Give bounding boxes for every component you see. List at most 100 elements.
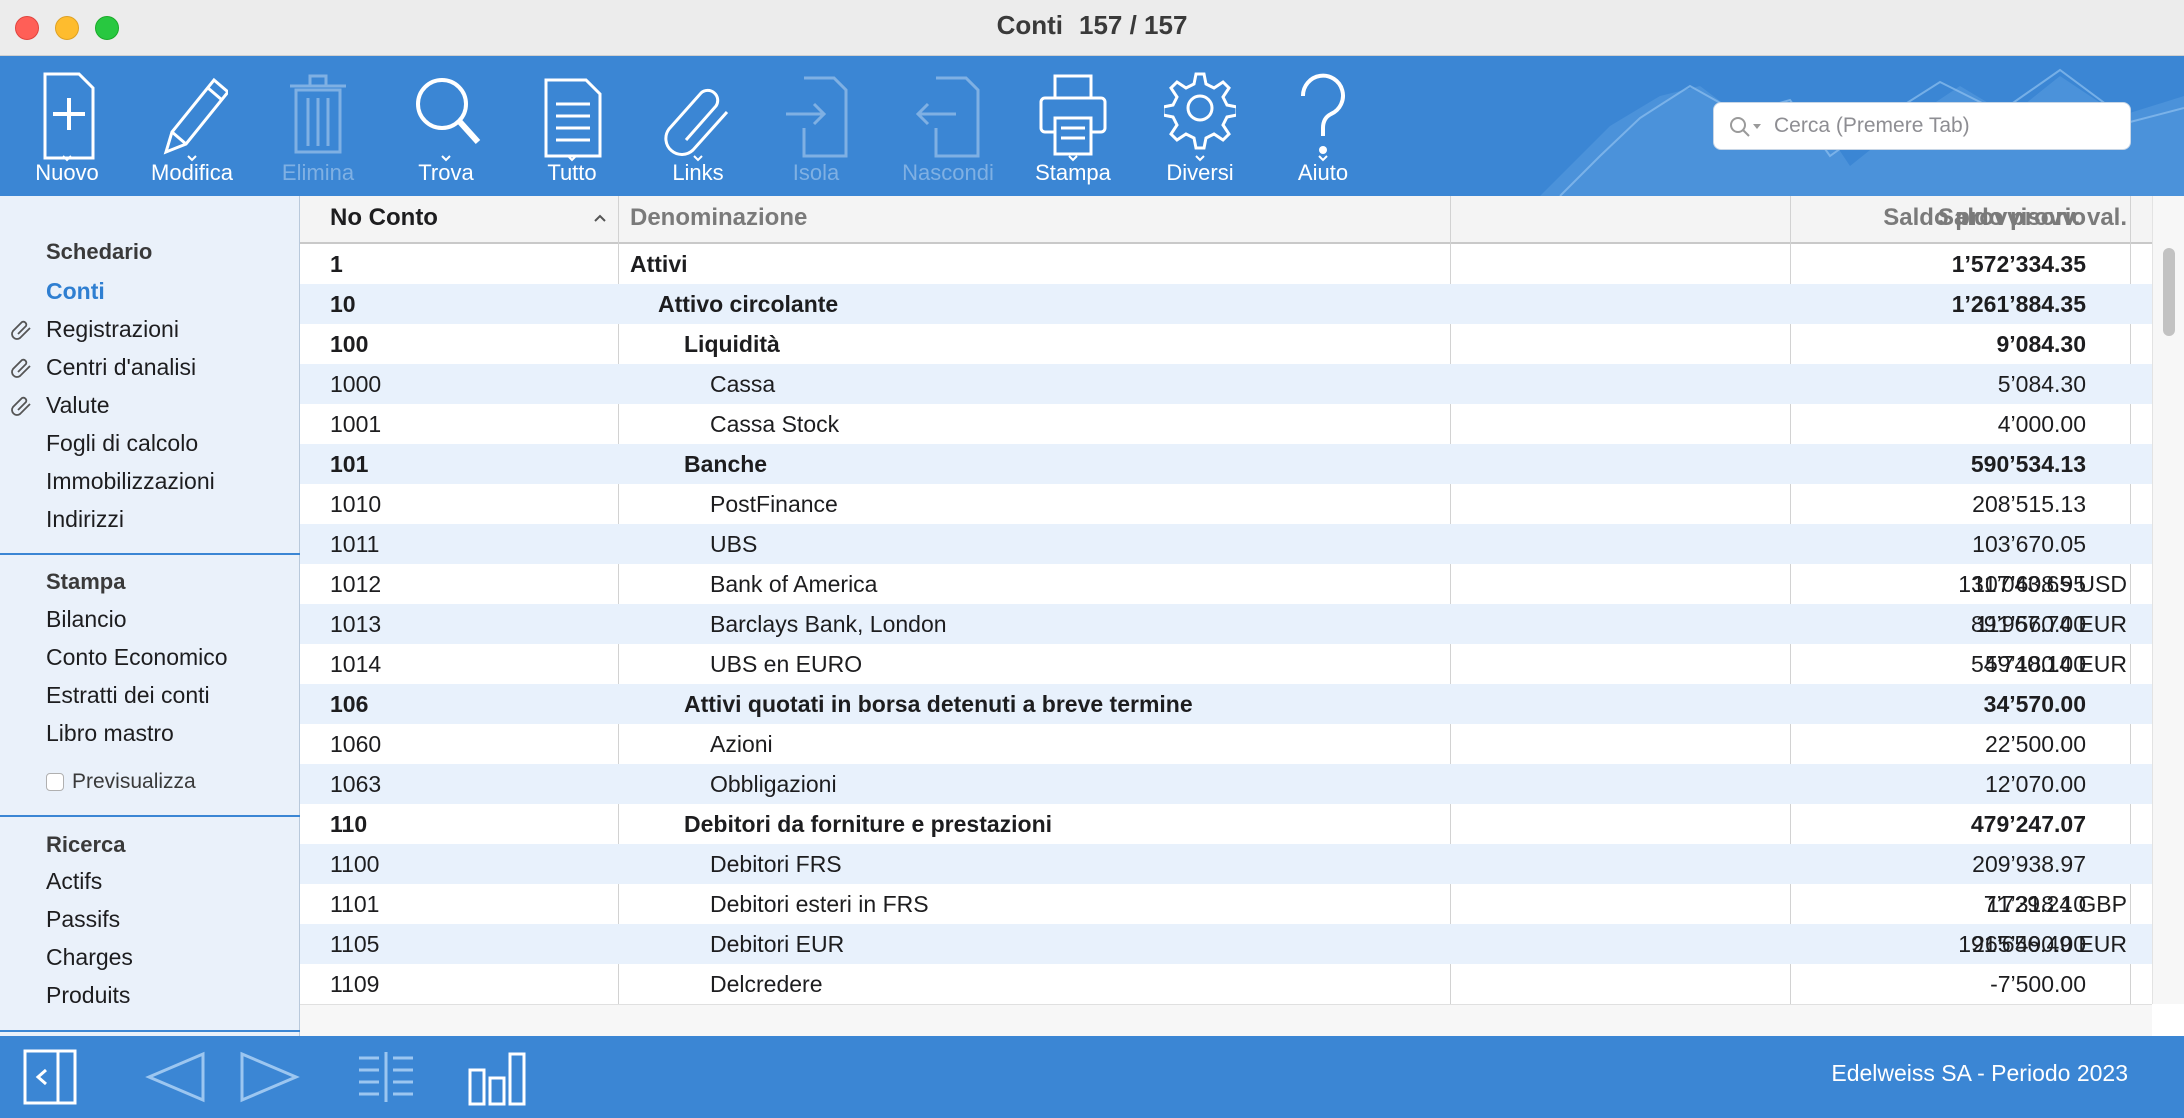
table-row[interactable]: 1100 Debitori FRS 209’938.97 — [300, 844, 2152, 884]
cell-account-number: 1060 — [330, 731, 382, 757]
toolbar-button-tutto[interactable]: Tutto — [512, 56, 632, 196]
toolbar-button-links[interactable]: Links — [638, 56, 758, 196]
preview-checkbox-box[interactable] — [46, 773, 64, 791]
sidebar-divider — [0, 815, 300, 817]
sidebar-item-conto-economico[interactable]: Conto Economico — [46, 644, 228, 670]
question-icon — [1300, 73, 1345, 162]
column-divider[interactable] — [1450, 196, 1451, 1004]
sidebar-item-charges[interactable]: Charges — [46, 944, 133, 970]
sidebar-item-immobilizzazioni[interactable]: Immobilizzazioni — [46, 468, 215, 494]
cell-saldo-provvisorio: 479’247.07 — [1970, 811, 2086, 837]
toolbar-label: Diversi — [1166, 160, 1234, 185]
sidebar-item-bilancio[interactable]: Bilancio — [46, 606, 127, 632]
close-window-button[interactable] — [15, 16, 39, 40]
table-row[interactable]: 1000 Cassa 5’084.30 — [300, 364, 2152, 404]
sidebar-divider — [0, 1030, 300, 1032]
cell-saldo-provvisorio: 111’560.00 — [1975, 611, 2086, 637]
sidebar-item-indirizzi[interactable]: Indirizzi — [46, 506, 124, 532]
table-row[interactable]: 1101 Debitori esteri in FRS 11’318.10 7’729… — [300, 884, 2152, 924]
toolbar-button-diversi[interactable]: Diversi — [1140, 56, 1260, 196]
cell-account-name: Attivo circolante — [658, 291, 839, 317]
table-row[interactable]: 1012 Bank of America 107’608.95 131’043.65 … — [300, 564, 2152, 604]
pencil-icon — [163, 77, 228, 162]
table-row[interactable]: 10 Attivo circolante 1’261’884.35 — [300, 284, 2152, 324]
sidebar: Schedario Conti Registrazioni Centri d'ana… — [0, 196, 300, 1036]
cell-account-number: 1063 — [330, 771, 382, 797]
cell-account-name: Debitori da forniture e prestazioni — [684, 811, 1053, 837]
toggle-sidebar-icon[interactable] — [22, 1048, 78, 1106]
table-row[interactable]: 1 Attivi 1’572’334.35 — [300, 244, 2152, 284]
sidebar-item-fogli-di-calcolo[interactable]: Fogli di calcolo — [46, 430, 199, 456]
table-row[interactable]: 1001 Cassa Stock 4’000.00 — [300, 404, 2152, 444]
column-divider[interactable] — [618, 196, 619, 1004]
cell-account-name: Debitori esteri in FRS — [710, 891, 929, 917]
link-icon — [11, 320, 31, 340]
cell-account-name: Debitori EUR — [710, 931, 845, 957]
table-row[interactable]: 1105 Debitori EUR 265’490.00 191’656.49 EUR — [300, 924, 2152, 964]
toolbar-button-nascondi[interactable]: Nascondi — [888, 56, 1008, 196]
link-icon — [11, 358, 31, 378]
toolbar-button-aiuto[interactable]: Aiuto — [1263, 56, 1383, 196]
sidebar-item-produits[interactable]: Produits — [46, 982, 131, 1008]
new-document-icon — [43, 72, 95, 162]
sidebar-item-centri-d-analisi[interactable]: Centri d'analisi — [46, 354, 197, 380]
cell-account-name: PostFinance — [710, 491, 838, 517]
sidebar-item-libro-mastro[interactable]: Libro mastro — [46, 720, 174, 746]
toolbar-button-elimina[interactable]: Elimina — [258, 56, 378, 196]
cell-account-number: 1011 — [330, 531, 380, 557]
scrollbar-thumb[interactable] — [2163, 248, 2175, 336]
cell-saldo-provvisorio: 103’670.05 — [1972, 531, 2086, 557]
table-row[interactable]: 1011 UBS 103’670.05 — [300, 524, 2152, 564]
cell-saldo-provvisorio: 9’084.30 — [1996, 331, 2086, 357]
column-divider[interactable] — [2130, 196, 2131, 1004]
search-input[interactable] — [1774, 109, 2114, 143]
column-header-saldo-provvisorio[interactable]: Saldo provvisorio — [1883, 204, 2086, 231]
cell-account-number: 1105 — [330, 931, 380, 957]
table-row[interactable]: 106 Attivi quotati in borsa detenuti a br… — [300, 684, 2152, 724]
table-row[interactable]: 101 Banche 590’534.13 — [300, 444, 2152, 484]
toolbar: Nuovo Modifica Elimina Trova Tutto Links Isola… — [0, 56, 2184, 196]
sidebar-item-actifs[interactable]: Actifs — [46, 868, 103, 894]
sidebar-divider — [0, 553, 300, 555]
previous-arrow-icon[interactable] — [145, 1048, 207, 1106]
table-row[interactable]: 1014 UBS en EURO 59’180.00 54’740.14 EUR — [300, 644, 2152, 684]
next-arrow-icon[interactable] — [238, 1048, 300, 1106]
column-divider[interactable] — [1790, 196, 1791, 1004]
sidebar-item-estratti-dei-conti[interactable]: Estratti dei conti — [46, 682, 210, 708]
cell-saldo-provv-val: 54’740.14 EUR — [1971, 651, 2127, 677]
sidebar-item-conti[interactable]: Conti — [46, 278, 105, 304]
toolbar-button-nuovo[interactable]: Nuovo — [7, 56, 127, 196]
columns-layout-icon[interactable] — [355, 1048, 417, 1106]
cell-account-number: 106 — [330, 691, 369, 717]
cell-saldo-provvisorio: 12’070.00 — [1984, 771, 2086, 797]
table-row[interactable]: 100 Liquidità 9’084.30 — [300, 324, 2152, 364]
column-header-saldo-provv-val[interactable]: Saldo provv. val. — [1938, 204, 2127, 231]
table-row[interactable]: 1060 Azioni 22’500.00 — [300, 724, 2152, 764]
zoom-window-button[interactable] — [95, 16, 119, 40]
hide-icon — [915, 76, 980, 158]
table-row[interactable]: 1063 Obbligazioni 12’070.00 — [300, 764, 2152, 804]
trash-icon — [290, 74, 346, 154]
column-header-denominazione[interactable]: Denominazione — [630, 204, 808, 231]
preview-checkbox[interactable]: Previsualizza — [46, 770, 196, 794]
cell-account-name: Azioni — [710, 731, 773, 757]
table-row[interactable]: 1013 Barclays Bank, London 111’560.00 89’96… — [300, 604, 2152, 644]
minimize-window-button[interactable] — [55, 16, 79, 40]
table-row[interactable]: 1010 PostFinance 208’515.13 — [300, 484, 2152, 524]
vertical-scrollbar[interactable] — [2152, 196, 2184, 1004]
chart-icon[interactable] — [466, 1048, 528, 1106]
horizontal-scrollbar[interactable] — [300, 1004, 2152, 1036]
column-header-no-conto[interactable]: No Conto — [330, 204, 438, 231]
toolbar-button-stampa[interactable]: Stampa — [1013, 56, 1133, 196]
sidebar-item-registrazioni[interactable]: Registrazioni — [46, 316, 179, 342]
search-field[interactable] — [1713, 102, 2131, 150]
toolbar-button-modifica[interactable]: Modifica — [132, 56, 252, 196]
table-row[interactable]: 110 Debitori da forniture e prestazioni 47… — [300, 804, 2152, 844]
sidebar-item-valute[interactable]: Valute — [46, 392, 110, 418]
table-row[interactable]: 1109 Delcredere -7’500.00 — [300, 964, 2152, 1004]
cell-account-number: 1014 — [330, 651, 382, 677]
toolbar-button-isola[interactable]: Isola — [756, 56, 876, 196]
sidebar-item-passifs[interactable]: Passifs — [46, 906, 121, 932]
toolbar-button-trova[interactable]: Trova — [386, 56, 506, 196]
sort-ascending-icon[interactable] — [592, 210, 608, 226]
